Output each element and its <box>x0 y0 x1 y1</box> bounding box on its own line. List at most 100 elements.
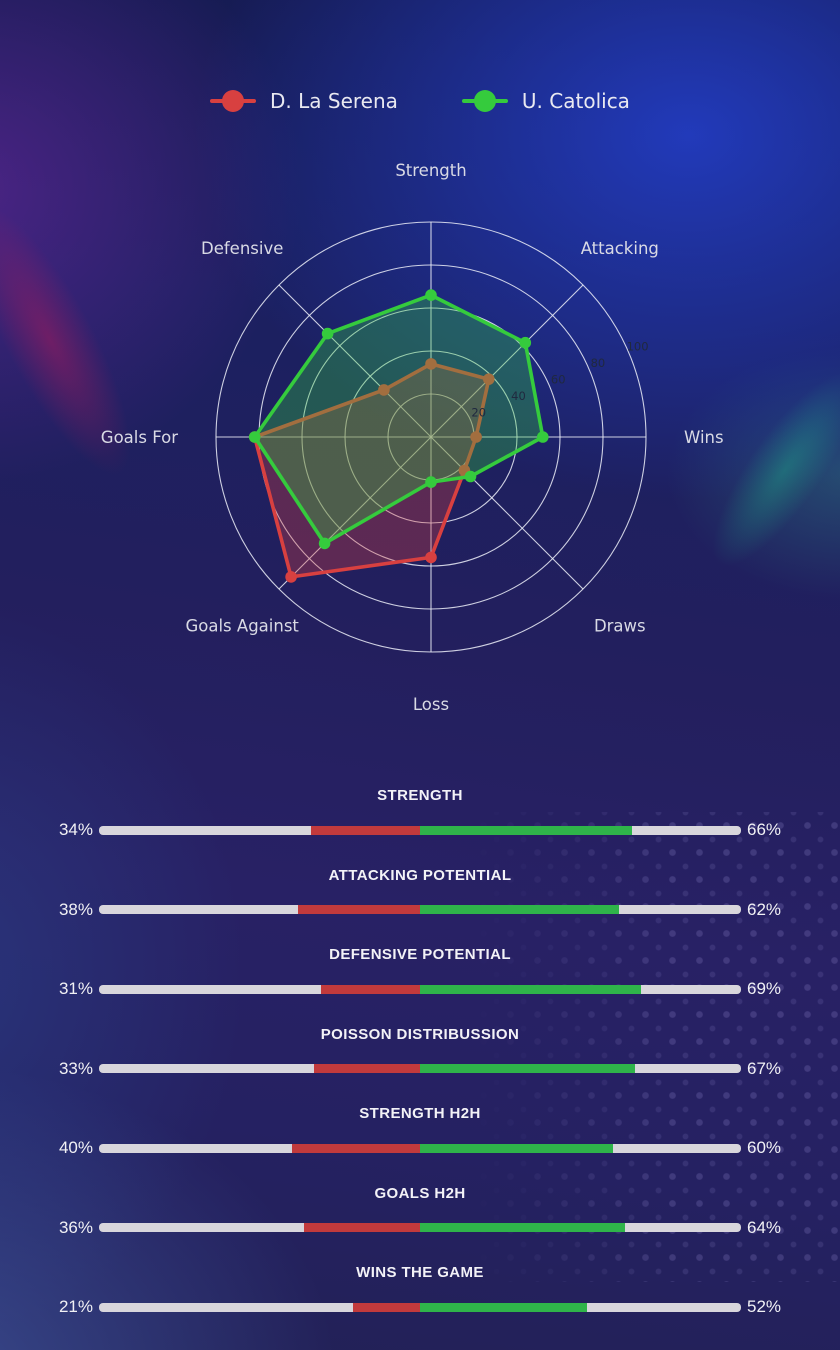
bar-track <box>99 1223 741 1232</box>
right-team-percent: 60% <box>747 1138 782 1157</box>
bar-track <box>99 1143 741 1153</box>
right-team-bar <box>420 1064 636 1073</box>
comparison-title: DEFENSIVE POTENTIAL <box>329 946 511 963</box>
background-dot-pattern <box>470 812 840 1282</box>
radar-vertex-dot <box>464 470 477 483</box>
radar-axis-label: Strength <box>395 161 466 180</box>
right-team-bar <box>420 905 620 914</box>
radar-axis-label: Attacking <box>581 239 659 258</box>
left-team-percent: 36% <box>58 1217 93 1237</box>
left-team-bar <box>320 984 420 994</box>
bar-track <box>99 825 741 835</box>
radar-ring-label: 100 <box>627 340 649 354</box>
left-team-bar <box>298 905 420 914</box>
right-team-bar <box>420 984 642 994</box>
legend-label-u-catolica: U. Catolica <box>521 89 630 113</box>
comparison-title: STRENGTH <box>377 787 463 804</box>
left-team-bar <box>304 1223 420 1232</box>
comparison-title: ATTACKING POTENTIAL <box>328 866 512 884</box>
radar-vertex-dot <box>537 431 549 443</box>
comparison-bar-row: 40% 60% <box>45 1139 795 1157</box>
right-team-bar <box>420 1223 626 1232</box>
radar-axis-labels: Strength Attacking Wins Draws Loss Goals Agai… <box>101 161 724 714</box>
bar-track <box>99 1064 741 1073</box>
comparison-section: STRENGTH 34% 66% <box>45 781 795 861</box>
radar-axis-label: Wins <box>684 428 724 447</box>
comparison-section: ATTACKING POTENTIAL 38% 62% <box>45 861 795 941</box>
chart-legend: D. La Serena U. Catolica <box>0 84 840 118</box>
bar-track <box>99 984 741 994</box>
radar-vertex-dot <box>321 327 334 340</box>
radar-grid-spoke <box>430 436 584 590</box>
left-team-percent: 34% <box>58 820 93 839</box>
radar-axis-label: Defensive <box>201 239 283 258</box>
radar-vertex-dot <box>483 373 495 386</box>
comparison-bar-row: 21% 52% <box>45 1298 795 1316</box>
right-team-bar <box>420 1302 587 1312</box>
radar-chart: 20 40 60 80 100 Strength Attacking Wins Draws Los… <box>101 161 724 714</box>
radar-series-u-catolica <box>248 289 549 550</box>
left-team-percent: 40% <box>58 1138 93 1157</box>
radar-vertex-dot <box>378 384 390 396</box>
left-team-percent: 31% <box>58 979 93 998</box>
radar-vertex-dot <box>425 476 437 488</box>
radar-axis-label: Loss <box>413 695 449 714</box>
comparison-title: WINS THE GAME <box>356 1264 484 1281</box>
radar-grid-spoke <box>278 436 432 590</box>
radar-ring-labels: 20 40 60 80 100 <box>471 340 648 420</box>
right-team-bar <box>420 825 632 835</box>
comparison-section: STRENGTH H2H 40% 60% <box>45 1099 795 1179</box>
left-team-percent: 21% <box>58 1297 93 1316</box>
legend-label-d-la-serena: D. La Serena <box>270 89 398 113</box>
comparison-bars: STRENGTH 34% 66% ATTACKING POTENTIAL 38%… <box>45 781 795 1338</box>
left-team-percent: 38% <box>58 899 93 919</box>
radar-vertex-dot <box>285 571 297 583</box>
right-team-bar <box>420 1143 613 1153</box>
radar-vertex-dot <box>519 336 532 349</box>
comparison-title: GOALS H2H <box>374 1184 466 1202</box>
comparison-bar-row: 38% 62% <box>45 899 795 919</box>
radar-vertex-dot <box>425 289 437 301</box>
left-team-bar <box>314 1064 420 1073</box>
legend-dot <box>473 90 496 112</box>
comparison-section: DEFENSIVE POTENTIAL 31% 69% <box>45 940 795 1020</box>
radar-grid-spoke <box>278 284 432 438</box>
left-team-bar <box>352 1302 420 1312</box>
legend-item-u-catolica: U. Catolica <box>461 89 630 113</box>
comparison-title: POISSON DISTRIBUSSION <box>320 1025 520 1043</box>
right-team-percent: 69% <box>747 979 782 998</box>
radar-vertex-dot <box>248 431 261 443</box>
left-team-bar <box>291 1143 420 1153</box>
red-line-dot-marker <box>210 90 257 112</box>
comparison-bar-row: 33% 67% <box>45 1058 795 1078</box>
radar-vertex-dot <box>425 551 437 564</box>
legend-dot <box>222 90 245 112</box>
radar-vertex-dot <box>318 537 331 550</box>
radar-ring-label: 40 <box>511 389 526 403</box>
comparison-bar-row: 31% 69% <box>45 980 795 998</box>
right-team-percent: 67% <box>747 1058 782 1078</box>
comparison-section: WINS THE GAME 21% 52% <box>45 1258 795 1338</box>
radar-grid-spoke <box>430 284 584 438</box>
comparison-title: STRENGTH H2H <box>359 1105 481 1122</box>
radar-axis-label: Goals Against <box>185 617 299 636</box>
left-team-bar <box>310 825 420 835</box>
right-team-percent: 52% <box>747 1297 782 1316</box>
bar-track <box>99 1302 741 1312</box>
radar-ring-label: 60 <box>551 373 566 387</box>
bar-track <box>99 905 741 914</box>
radar-ring-label: 20 <box>471 406 486 420</box>
radar-axis-label: Goals For <box>101 428 178 447</box>
radar-ring-label: 80 <box>591 356 606 370</box>
comparison-bar-row: 34% 66% <box>45 821 795 839</box>
legend-item-d-la-serena: D. La Serena <box>210 89 398 113</box>
comparison-section: GOALS H2H 36% 64% <box>45 1179 795 1259</box>
right-team-percent: 64% <box>747 1217 782 1237</box>
green-line-dot-marker <box>461 90 508 112</box>
radar-vertex-dot <box>425 358 437 370</box>
radar-axis-label: Draws <box>594 617 646 636</box>
radar-vertex-dot <box>470 431 482 443</box>
left-team-percent: 33% <box>58 1058 93 1078</box>
comparison-bar-row: 36% 64% <box>45 1217 795 1237</box>
